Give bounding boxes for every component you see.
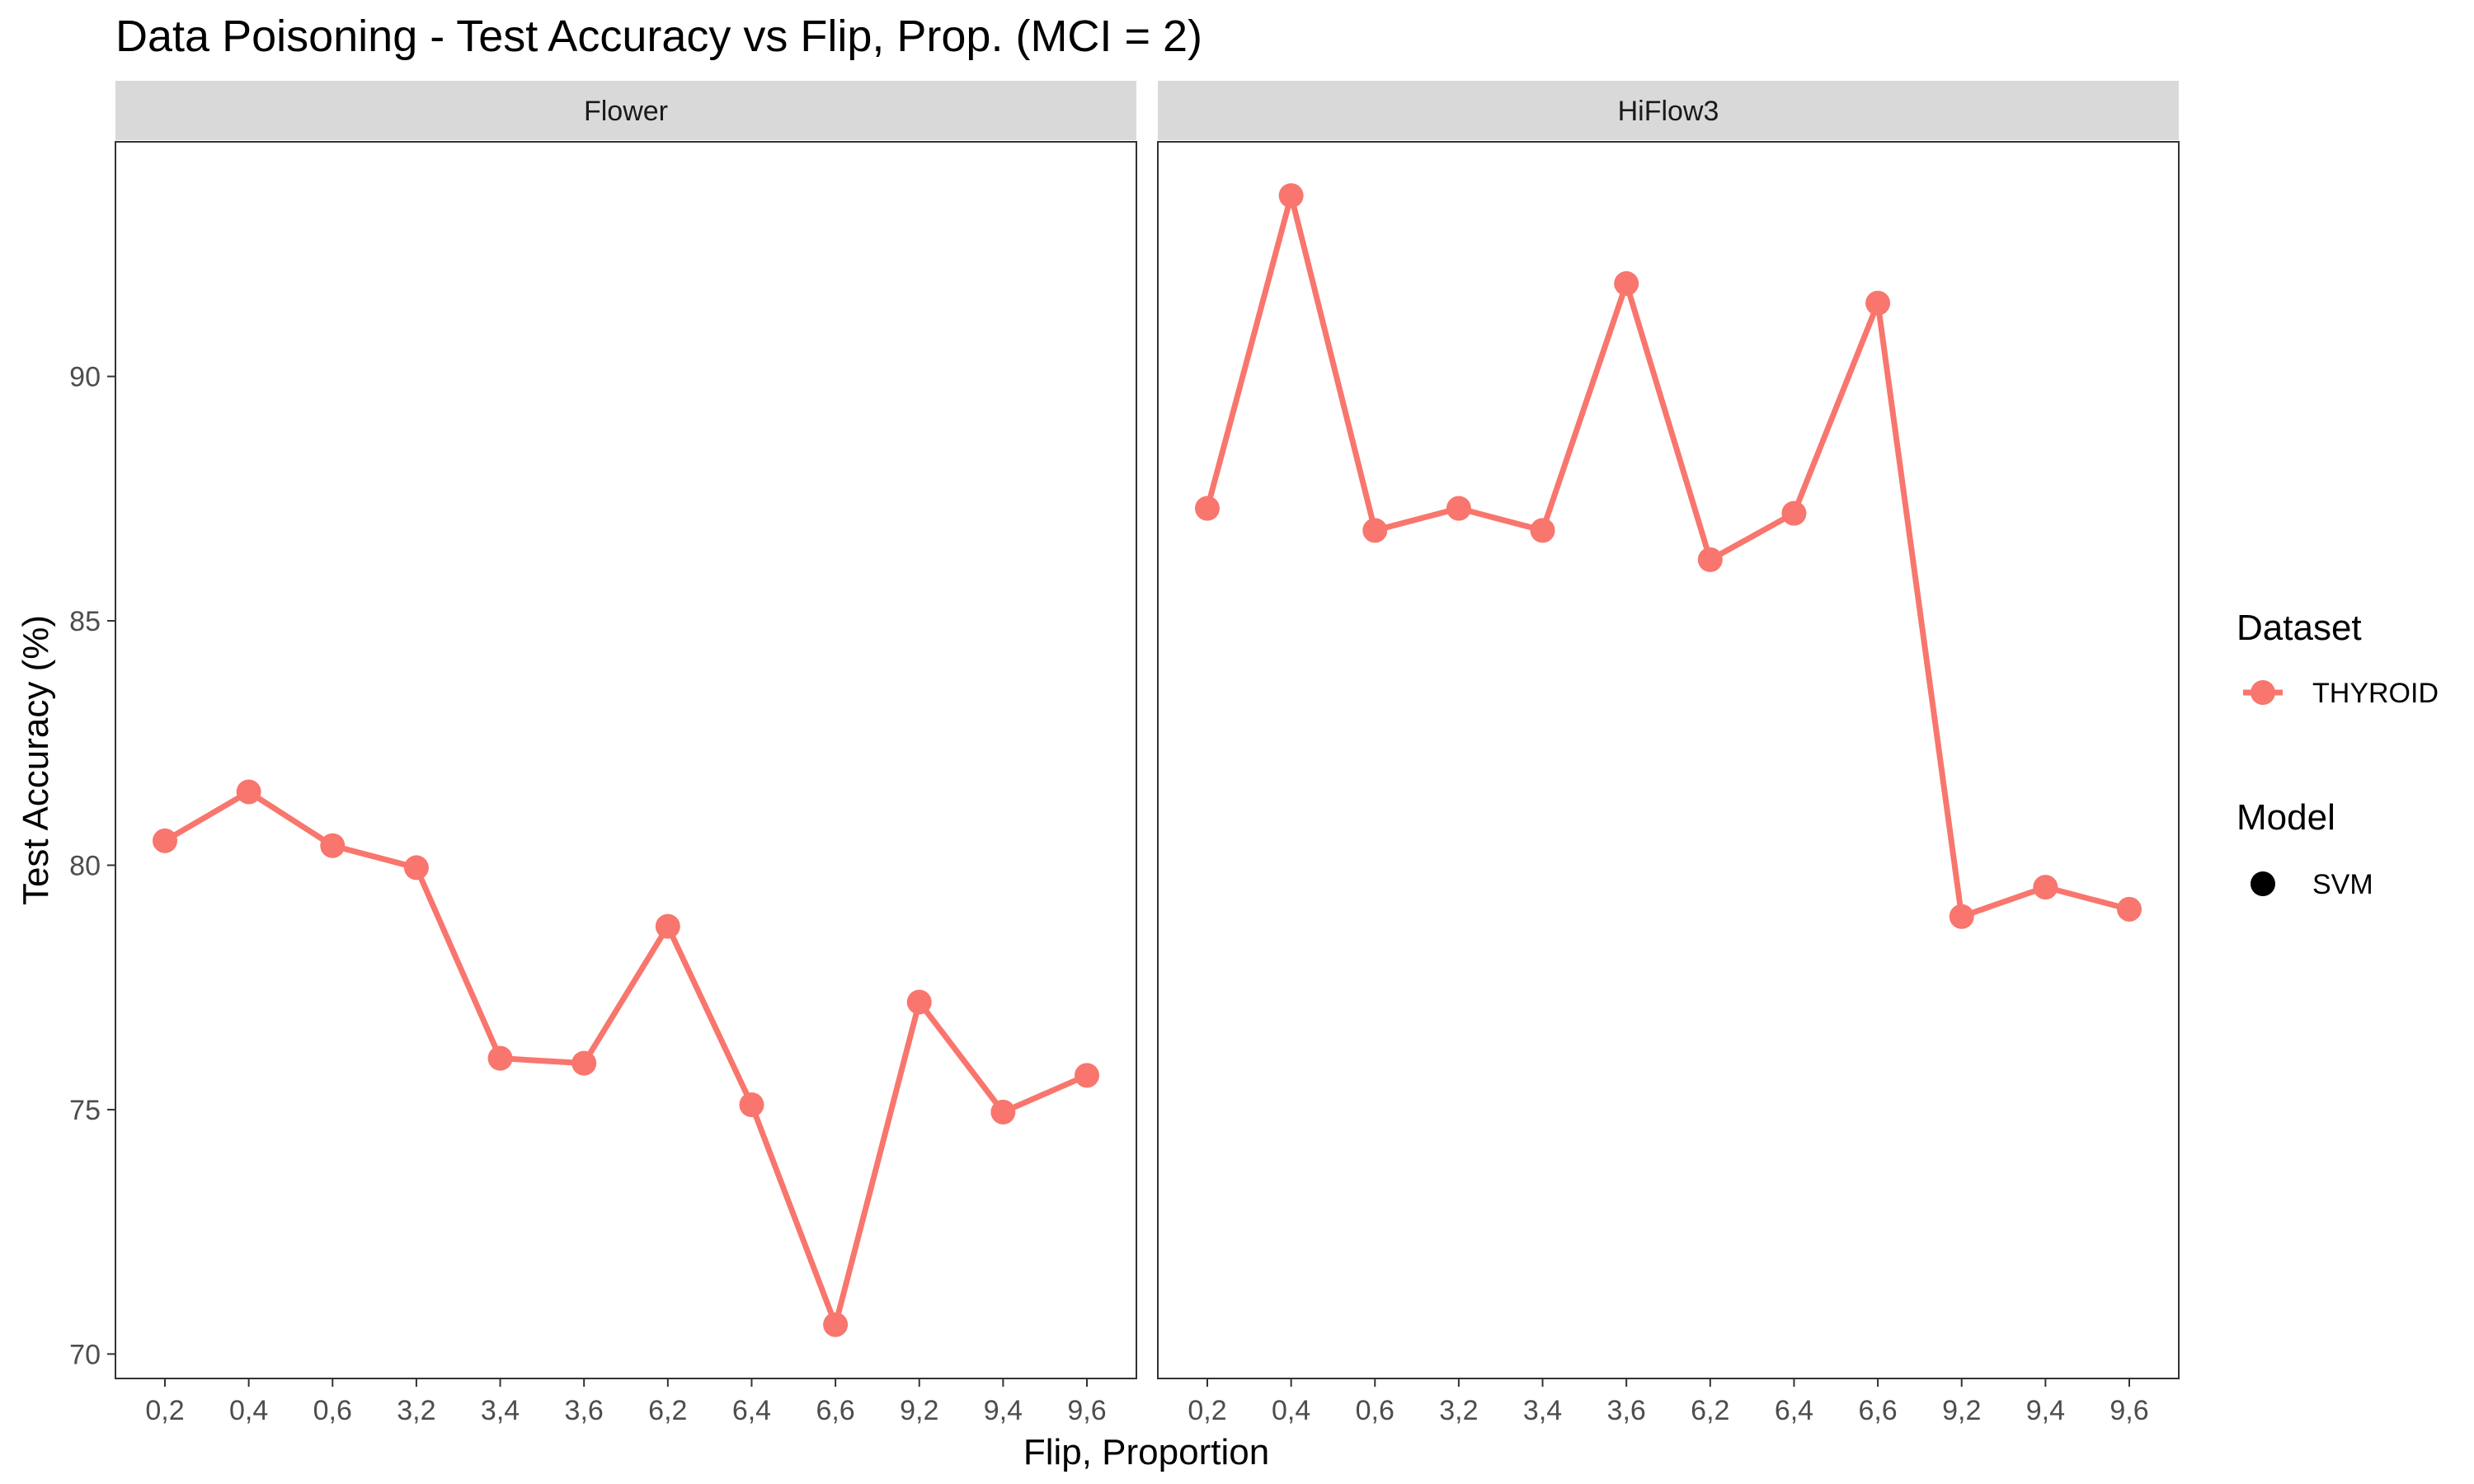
x-tick-label: 6,6 — [816, 1395, 854, 1426]
series-line — [162, 789, 1090, 1328]
data-point — [487, 1045, 513, 1071]
x-tick-label: 6,6 — [1858, 1395, 1897, 1426]
data-point — [1781, 500, 1807, 526]
y-axis-title: Test Accuracy (%) — [16, 615, 56, 905]
legend-model-label: SVM — [2312, 869, 2373, 900]
y-tick-label: 90 — [69, 362, 101, 393]
x-tick-label: 6,4 — [1775, 1395, 1813, 1426]
data-point — [823, 1312, 849, 1337]
legend: Dataset THYROID Model SVM — [2236, 608, 2439, 900]
x-tick-label: 0,4 — [1272, 1395, 1310, 1426]
data-point — [655, 913, 680, 939]
y-tick-label: 80 — [69, 850, 101, 881]
data-point — [1865, 290, 1891, 316]
x-tick-label: 9,2 — [1942, 1395, 1981, 1426]
legend-dataset-title: Dataset — [2236, 608, 2362, 648]
x-tick-label: 3,6 — [565, 1395, 604, 1426]
facet-strip — [1158, 81, 2179, 140]
data-point — [1278, 183, 1304, 209]
x-tick-label: 0,2 — [145, 1395, 184, 1426]
x-tick-label: 9,6 — [1067, 1395, 1106, 1426]
facet-strip — [115, 81, 1136, 140]
y-tick-label: 75 — [69, 1095, 101, 1126]
x-tick-label: 3,4 — [1523, 1395, 1562, 1426]
data-point — [990, 1099, 1016, 1125]
x-tick-label: 6,2 — [648, 1395, 687, 1426]
data-point — [1195, 495, 1220, 521]
x-tick-label: 9,6 — [2109, 1395, 2148, 1426]
data-point — [1949, 904, 1974, 929]
legend-dataset-label: THYROID — [2312, 678, 2439, 709]
x-tick-label: 3,6 — [1607, 1395, 1646, 1426]
data-point — [1697, 547, 1723, 572]
x-tick-label: 3,2 — [1439, 1395, 1478, 1426]
data-point — [2117, 896, 2142, 922]
facet-panels: Flower 70 75 80 85 90 0,2 0,4 0,6 3,2 3,4 3,6 6,2 6,4… — [69, 81, 2180, 1426]
x-tick-label: 0,4 — [229, 1395, 268, 1426]
data-point — [1362, 518, 1388, 543]
x-tick-label: 9,4 — [2026, 1395, 2065, 1426]
legend-model-title: Model — [2236, 797, 2335, 838]
data-point — [906, 989, 932, 1015]
x-tick-label: 3,2 — [397, 1395, 435, 1426]
data-point — [1614, 270, 1639, 296]
data-point — [1446, 495, 1471, 521]
x-tick-label: 6,2 — [1691, 1395, 1729, 1426]
x-tick-label: 9,4 — [984, 1395, 1023, 1426]
legend-model-key-point — [2251, 871, 2275, 896]
facet-strip-label: Flower — [584, 96, 668, 127]
series-line — [1204, 192, 2133, 920]
data-point — [571, 1050, 597, 1076]
x-tick-label: 0,2 — [1188, 1395, 1226, 1426]
x-tick-label: 6,4 — [732, 1395, 771, 1426]
x-tick-label: 0,6 — [1356, 1395, 1395, 1426]
panel-border — [115, 141, 1137, 1379]
x-tick-label: 3,4 — [481, 1395, 520, 1426]
data-point — [236, 779, 261, 805]
data-point — [403, 855, 429, 881]
data-point — [2033, 875, 2058, 900]
y-tick-label: 70 — [69, 1339, 101, 1370]
data-point — [1075, 1063, 1099, 1088]
legend-dataset-key-point — [2251, 680, 2275, 705]
data-point — [153, 828, 177, 853]
y-tick-label: 85 — [69, 606, 101, 637]
data-point — [1530, 518, 1555, 543]
chart-title: Data Poisoning - Test Accuracy vs Flip, … — [115, 12, 1202, 61]
data-point — [320, 833, 346, 858]
x-tick-label: 0,6 — [313, 1395, 352, 1426]
x-axis-title: Flip, Proportion — [1023, 1432, 1269, 1472]
panel-border — [1157, 141, 2180, 1379]
x-tick-label: 9,2 — [900, 1395, 938, 1426]
data-point — [739, 1092, 764, 1117]
facet-strip-label: HiFlow3 — [1618, 96, 1719, 127]
